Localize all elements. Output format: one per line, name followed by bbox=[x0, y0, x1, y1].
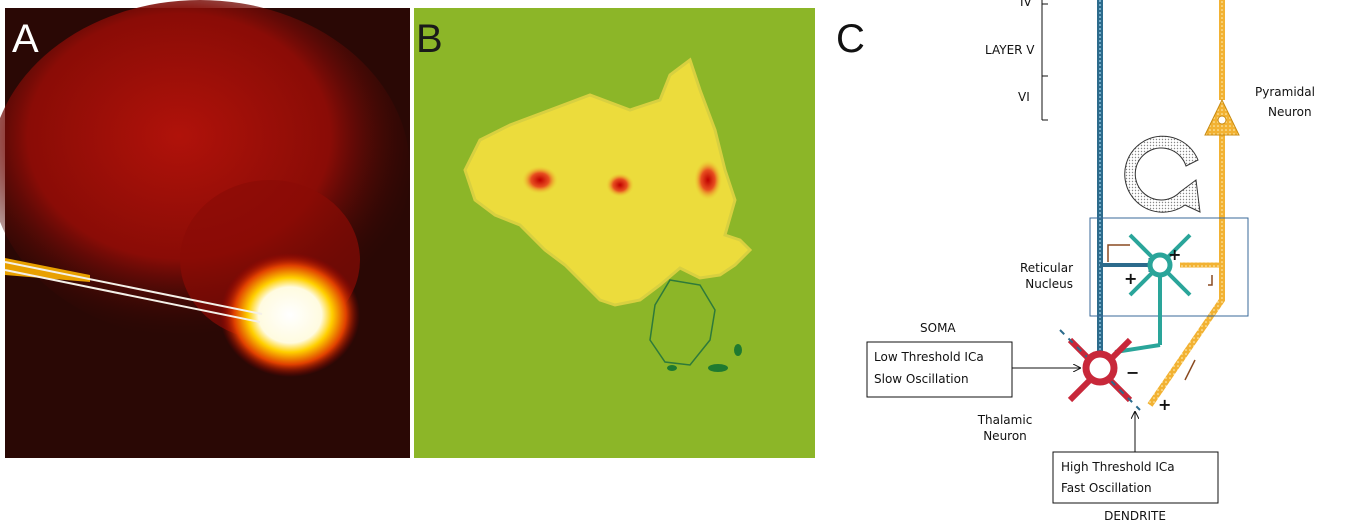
thalamic-label: Thalamic bbox=[977, 413, 1033, 427]
panel-label: C bbox=[836, 17, 865, 61]
panel-b: B bbox=[414, 8, 815, 458]
circular-arrow bbox=[1124, 135, 1201, 213]
layer-label: IV bbox=[1020, 0, 1033, 9]
soma-box-text: Slow Oscillation bbox=[874, 372, 969, 386]
dendrite-heading: DENDRITE bbox=[1104, 509, 1166, 523]
layer-label: VI bbox=[1018, 90, 1030, 104]
soma-box bbox=[866, 341, 1013, 398]
panel-c: C IV LAYER V VI Pyramidal Neuron Reticul… bbox=[836, 0, 1315, 523]
panel-a: A bbox=[0, 0, 410, 458]
reticular-box bbox=[1089, 217, 1249, 317]
soma-heading: SOMA bbox=[920, 321, 956, 335]
panel-label: A bbox=[12, 17, 39, 61]
panel-label: B bbox=[416, 17, 443, 61]
layer-label: LAYER V bbox=[985, 43, 1035, 57]
sign: + bbox=[1168, 245, 1181, 264]
dendrite-box bbox=[1052, 451, 1219, 504]
pyramidal-label: Pyramidal bbox=[1255, 85, 1315, 99]
reticular-label: Nucleus bbox=[1025, 277, 1073, 291]
dendrite-box-text: High Threshold ICa bbox=[1061, 460, 1175, 474]
soma-box-text: Low Threshold ICa bbox=[874, 350, 984, 364]
reticular-label: Reticular bbox=[1020, 261, 1073, 275]
sign: − bbox=[1126, 363, 1139, 382]
sign: + bbox=[1158, 395, 1171, 414]
sign: + bbox=[1124, 269, 1137, 288]
thalamic-label: Neuron bbox=[983, 429, 1027, 443]
dendrite-box-text: Fast Oscillation bbox=[1061, 481, 1152, 495]
pyramidal-label: Neuron bbox=[1268, 105, 1312, 119]
